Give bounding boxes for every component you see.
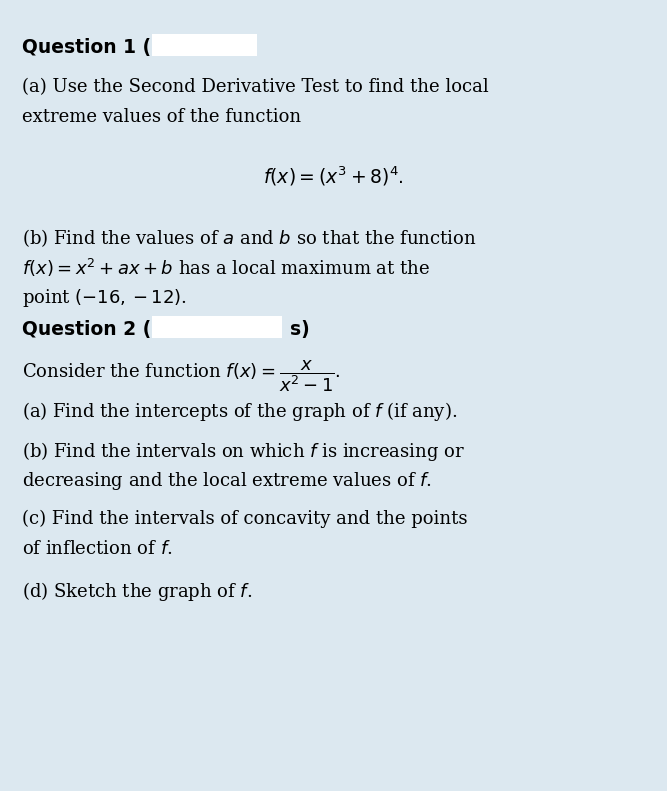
Text: Question 1 (: Question 1 ( xyxy=(22,38,151,57)
Text: extreme values of the function: extreme values of the function xyxy=(22,108,301,126)
Text: Question 2 (: Question 2 ( xyxy=(22,320,151,339)
Text: (a) Use the Second Derivative Test to find the local: (a) Use the Second Derivative Test to fi… xyxy=(22,78,489,96)
Text: $f(x) = (x^3 + 8)^4.$: $f(x) = (x^3 + 8)^4.$ xyxy=(263,165,404,188)
Bar xyxy=(152,316,282,338)
Text: (c) Find the intervals of concavity and the points: (c) Find the intervals of concavity and … xyxy=(22,510,468,528)
Text: Consider the function $f(x) = \dfrac{x}{x^2-1}.$: Consider the function $f(x) = \dfrac{x}{… xyxy=(22,358,341,394)
Text: (d) Sketch the graph of $f$.: (d) Sketch the graph of $f$. xyxy=(22,580,252,603)
Text: point $(-16, -12)$.: point $(-16, -12)$. xyxy=(22,287,187,309)
Text: decreasing and the local extreme values of $f$.: decreasing and the local extreme values … xyxy=(22,470,432,492)
Text: (b) Find the values of $a$ and $b$ so that the function: (b) Find the values of $a$ and $b$ so th… xyxy=(22,227,477,249)
Text: s): s) xyxy=(290,320,309,339)
Text: of inflection of $f$.: of inflection of $f$. xyxy=(22,540,173,558)
Text: (b) Find the intervals on which $f$ is increasing or: (b) Find the intervals on which $f$ is i… xyxy=(22,440,465,463)
Bar xyxy=(152,34,257,56)
Text: (a) Find the intercepts of the graph of $f$ (if any).: (a) Find the intercepts of the graph of … xyxy=(22,400,458,423)
Text: $f(x) = x^2 + ax + b$ has a local maximum at the: $f(x) = x^2 + ax + b$ has a local maximu… xyxy=(22,257,430,279)
